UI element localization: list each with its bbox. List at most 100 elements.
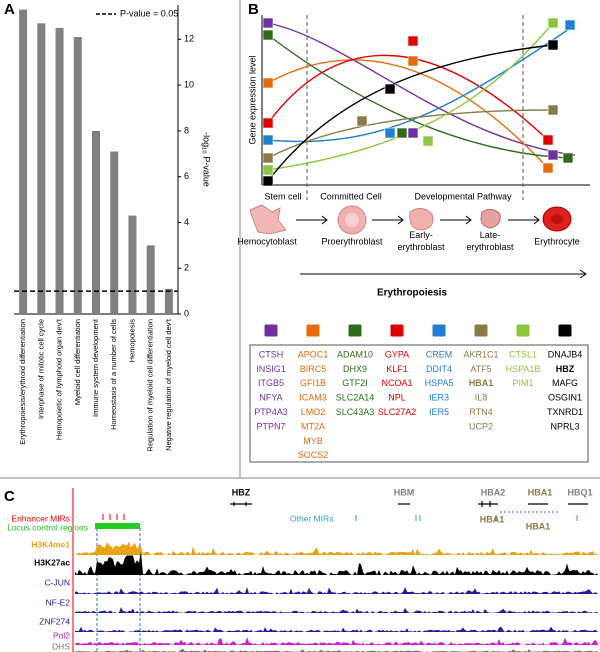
gene-name: OSGIN1 <box>548 393 582 403</box>
gene-label: HBA2 <box>481 487 506 497</box>
track-label: Pol2 <box>53 630 70 640</box>
cell-label-line: erythroblast <box>466 242 514 252</box>
bar <box>128 215 137 314</box>
bar <box>110 151 119 314</box>
gene-name: INSIG1 <box>256 364 286 374</box>
track-label: H3K27ac <box>34 557 70 567</box>
lcr-label: Locus control regions <box>7 522 88 532</box>
group-icon <box>305 323 321 338</box>
stage-label: Developmental Pathway <box>414 191 512 201</box>
gene-name: SLC43A3 <box>336 407 375 417</box>
gene-name: ITGB5 <box>258 378 284 388</box>
cell-label-line: erythroblast <box>397 242 445 252</box>
other-mirs-label: Other MIRs <box>290 513 333 523</box>
process-label: Erythropoiesis <box>377 288 447 299</box>
gene-name: MT2A <box>301 421 325 431</box>
gene-name: SOCS2 <box>298 450 329 460</box>
gene-name: NFYA <box>259 393 282 403</box>
gene-name: MAFG <box>552 378 578 388</box>
gene-name: IL8 <box>475 393 488 403</box>
gene-name: SLC27A2 <box>378 407 417 417</box>
panel-label: A <box>4 1 15 18</box>
gene-name: RTN4 <box>469 407 492 417</box>
x-tick-label: Hemopoietic of lymphoid organ dev't <box>55 318 64 440</box>
gene-name: DDIT4 <box>426 364 452 374</box>
bar <box>92 130 100 314</box>
bar <box>146 245 155 314</box>
gene-name: PTPN7 <box>256 421 285 431</box>
gene-name: ATF5 <box>470 364 491 374</box>
cell-label: Erythrocyte <box>534 236 580 246</box>
x-tick-label: Erythropoiesis/erythroid differentiation <box>18 319 27 445</box>
gene-name: MYB <box>303 436 323 446</box>
gene-name: PTP4A3 <box>254 407 288 417</box>
cell-label: Early-erythroblast <box>397 230 445 252</box>
group-icon <box>263 323 279 338</box>
signal-track <box>75 648 598 652</box>
cell-label-line: Late- <box>480 230 501 240</box>
stage-label: Committed Cell <box>320 191 382 201</box>
gene-name: GTF2I <box>342 378 368 388</box>
gene-name: BIRC5 <box>300 364 327 374</box>
gene-name: TXNRD1 <box>547 407 583 417</box>
gene-label: HBZ <box>232 487 251 497</box>
y-tick-label: 12 <box>184 34 194 44</box>
enhancer-label: Enhancer MIRs <box>11 513 70 523</box>
x-tick-label: Homeostasis of a number of cells <box>109 319 118 430</box>
gene-name: IER5 <box>429 407 449 417</box>
track-label: C-JUN <box>45 577 71 587</box>
gene-name: CTSH <box>259 349 284 359</box>
y-tick-label: 6 <box>184 171 189 181</box>
track-label: H3K4me1 <box>31 539 70 549</box>
x-tick-label: Interphase of mitotic cell cycle <box>36 319 45 419</box>
gene-name: AKR1C1 <box>463 349 498 359</box>
bar <box>164 288 173 314</box>
gene-label: HBA1 <box>528 487 553 497</box>
gene-name: HBZ <box>556 364 575 374</box>
gene-name: CTSL1 <box>509 349 537 359</box>
gene-name: DHX9 <box>343 364 367 374</box>
cell-label: Proerythroblast <box>321 236 383 246</box>
bar <box>55 27 64 315</box>
x-tick-label: Regulation of myeloid cell differentiati… <box>146 319 155 451</box>
gene-name: HBA1 <box>469 378 494 388</box>
signal-track <box>75 637 598 645</box>
track-label: ZNF274 <box>39 616 70 626</box>
gene-name: PIM1 <box>512 378 533 388</box>
gene-name: NPL <box>388 393 406 403</box>
group-icon <box>347 323 363 338</box>
gene-name: CREM <box>426 349 453 359</box>
group-icon <box>557 323 573 338</box>
group-icon <box>473 323 489 338</box>
signal-track <box>75 551 598 575</box>
signal-track <box>75 626 598 632</box>
gene-name: KLF1 <box>386 364 408 374</box>
cell-label: Late-erythroblast <box>466 230 514 252</box>
gene-name: IER3 <box>429 393 449 403</box>
bar <box>37 23 46 315</box>
gene-name: NPRL3 <box>550 421 579 431</box>
gene-name: GYPA <box>385 349 409 359</box>
gene-name: ADAM10 <box>337 349 373 359</box>
bar <box>19 9 28 314</box>
legend-label: P-value = 0.05 <box>120 8 178 18</box>
y-tick-label: 10 <box>184 79 194 89</box>
x-tick-label: Myeloid cell differentiation <box>73 319 82 405</box>
bar <box>73 37 82 315</box>
x-tick-label: Hemopoiesis <box>127 319 136 363</box>
gene-name: NCOA1 <box>381 378 412 388</box>
cell-label-line: Early- <box>409 230 433 240</box>
gene-label: HBM <box>394 487 415 497</box>
track-label: NF-E2 <box>45 597 70 607</box>
track-label: DHS <box>52 641 70 651</box>
signal-track <box>75 586 598 594</box>
y-tick-label: 8 <box>184 125 189 135</box>
y-axis-label: -log₁₀ P-value <box>202 132 212 187</box>
y-tick-label: 4 <box>184 217 189 227</box>
group-icon <box>515 323 531 338</box>
panel-label: C <box>4 488 15 505</box>
y-tick-label: 0 <box>184 308 189 318</box>
y-tick-label: 2 <box>184 263 189 273</box>
